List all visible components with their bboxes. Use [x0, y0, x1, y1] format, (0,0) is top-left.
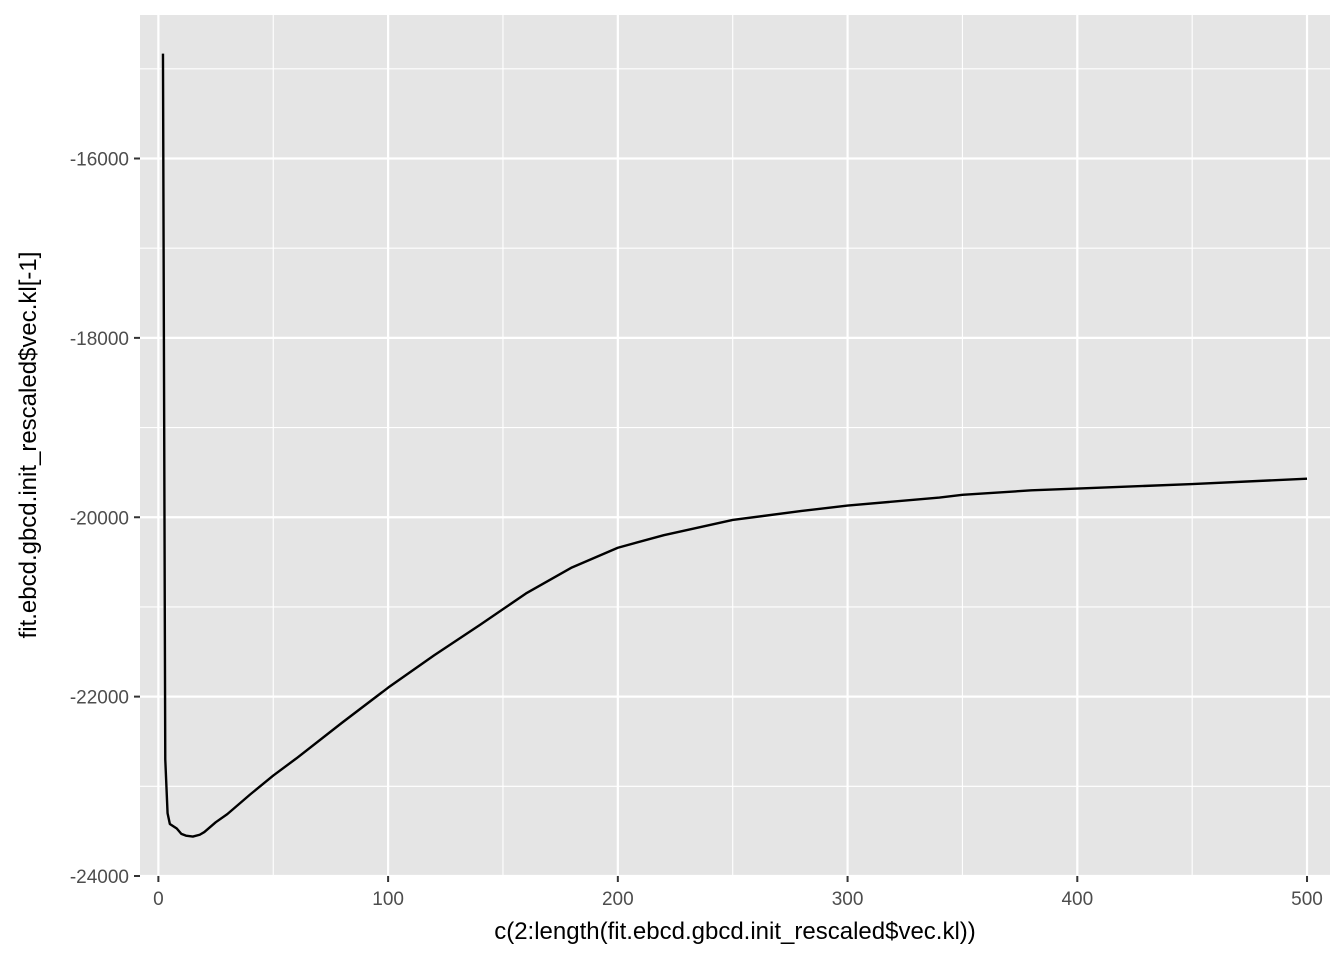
series-line: [161, 53, 1308, 838]
y-tick-label: -20000: [70, 508, 129, 529]
y-tick-label: -22000: [70, 688, 129, 709]
x-tick-label: 200: [602, 889, 634, 910]
y-tick-label: -16000: [70, 150, 129, 171]
major-grid: [140, 15, 1330, 878]
x-tick-label: 100: [372, 889, 404, 910]
y-tick-label: -24000: [70, 867, 129, 888]
x-tick-label: 400: [1061, 889, 1093, 910]
x-tick-label: 500: [1291, 889, 1323, 910]
x-tick-label: 300: [832, 889, 864, 910]
plot-panel: [140, 15, 1330, 876]
y-axis-title: fit.ebcd.gbcd.init_rescaled$vec.kl[-1]: [15, 252, 42, 639]
x-tick-label: 0: [153, 889, 164, 910]
y-axis: -24000 -22000 -20000 -18000 -16000: [70, 150, 140, 888]
x-axis-title: c(2:length(fit.ebcd.gbcd.init_rescaled$v…: [494, 918, 976, 945]
y-tick-label: -18000: [70, 329, 129, 350]
x-axis: 0 100 200 300 400 500: [153, 876, 1323, 910]
